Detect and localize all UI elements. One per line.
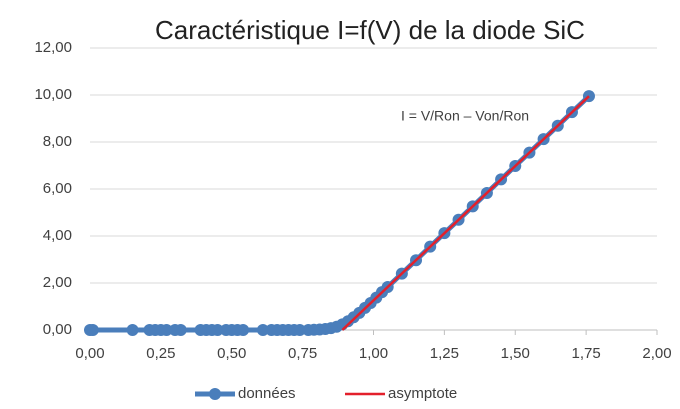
y-tick-label: 0,00: [43, 321, 72, 338]
x-tick-label: 1,75: [572, 345, 601, 362]
point: [293, 324, 306, 336]
y-tick-label: 2,00: [43, 274, 72, 291]
x-tick-label: 0,25: [146, 345, 175, 362]
y-tick-label: 8,00: [43, 133, 72, 150]
legend-label: données: [238, 385, 296, 402]
point: [126, 324, 139, 336]
point: [160, 324, 173, 336]
x-tick-label: 1,50: [501, 345, 530, 362]
y-tick-label: 12,00: [34, 39, 72, 56]
legend-label: asymptote: [388, 385, 457, 402]
annotation: I = V/Ron – Von/Ron: [401, 108, 529, 124]
x-tick-label: 0,75: [288, 345, 317, 362]
legend-marker: [209, 388, 221, 400]
point: [256, 324, 269, 336]
x-tick-label: 0,00: [75, 345, 104, 362]
chart-title: Caractéristique I=f(V) de la diode SiC: [155, 15, 585, 45]
point: [211, 324, 224, 336]
y-tick-label: 4,00: [43, 227, 72, 244]
x-tick-label: 1,00: [359, 345, 388, 362]
x-tick-label: 0,50: [217, 345, 246, 362]
x-tick-label: 1,25: [430, 345, 459, 362]
point: [237, 324, 250, 336]
y-tick-label: 10,00: [34, 86, 72, 103]
y-tick-label: 6,00: [43, 180, 72, 197]
x-tick-label: 2,00: [642, 345, 671, 362]
point: [174, 324, 187, 336]
series-line: [90, 94, 591, 333]
series-line: [341, 95, 590, 331]
point: [86, 324, 99, 336]
